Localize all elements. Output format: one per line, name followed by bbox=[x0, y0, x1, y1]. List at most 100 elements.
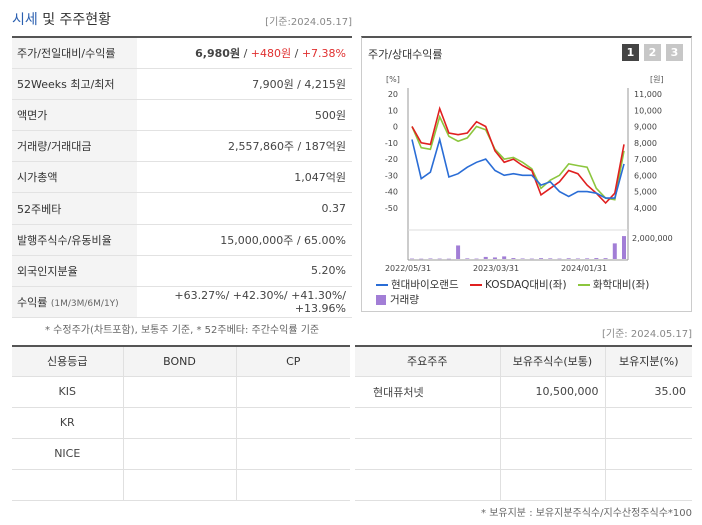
row-label: 발행주식수/유동비율 bbox=[12, 224, 137, 256]
volume-bar bbox=[511, 258, 516, 259]
volume-bar bbox=[437, 258, 442, 260]
chart-tab-1[interactable]: 1 bbox=[622, 44, 639, 61]
column-header: CP bbox=[235, 346, 350, 377]
price-change: +480원 bbox=[250, 46, 292, 60]
legend-label: 거래량 bbox=[390, 294, 419, 306]
table-cell bbox=[499, 406, 606, 439]
chart-tabs: 1 2 3 bbox=[622, 44, 683, 61]
volume-bar bbox=[529, 258, 534, 260]
volume-bar bbox=[465, 258, 470, 259]
left-axis-tick: -30 bbox=[385, 171, 398, 180]
chart-tab-2[interactable]: 2 bbox=[644, 44, 661, 61]
row-value: 15,000,000주 / 65.00% bbox=[137, 224, 352, 256]
legend-chem: 화학대비(좌) bbox=[577, 278, 649, 293]
price-table: 주가/전일대비/수익률 6,980원 / +480원 / +7.38% 52We… bbox=[12, 36, 352, 319]
column-header: 신용등급 bbox=[12, 346, 124, 377]
return-values: +63.27%/ +42.30%/ +41.30%/ +13.96% bbox=[137, 286, 352, 319]
table-cell bbox=[604, 437, 692, 470]
volume-bar bbox=[474, 258, 479, 260]
table-header-row: 주요주주 보유주식수(보통) 보유지분(%) bbox=[355, 346, 692, 377]
table-cell bbox=[355, 406, 501, 439]
left-axis-tick: -50 bbox=[385, 204, 398, 213]
column-header: 보유주식수(보통) bbox=[499, 346, 606, 377]
section-header: 시세 및 주주현황 [기준:2024.05.17] bbox=[12, 6, 352, 32]
volume-bar bbox=[419, 258, 424, 260]
volume-bar bbox=[585, 258, 590, 259]
volume-bar bbox=[612, 243, 617, 259]
current-price: 6,980원 bbox=[195, 46, 241, 60]
table-cell bbox=[122, 375, 237, 408]
volume-axis-tick: 2,000,000 bbox=[632, 234, 673, 243]
volume-bar bbox=[446, 258, 451, 260]
legend-label: KOSDAQ대비(좌) bbox=[484, 279, 567, 291]
row-label-small: (1M/3M/6M/1Y) bbox=[50, 299, 119, 310]
right-axis-tick: 8,000 bbox=[634, 139, 657, 148]
table-cell bbox=[122, 437, 237, 470]
section-title: 시세 및 주주현황 bbox=[12, 9, 111, 29]
table-cell: KR bbox=[12, 406, 124, 439]
price-row: 거래량/거래대금 2,557,860주 / 187억원 bbox=[12, 130, 352, 163]
section-title-main: 시세 bbox=[12, 12, 38, 28]
table-cell bbox=[355, 437, 501, 470]
volume-bar bbox=[622, 236, 626, 259]
table-cell: NICE bbox=[12, 437, 124, 470]
volume-bar bbox=[539, 258, 544, 259]
table-cell: 10,500,000 bbox=[499, 375, 606, 408]
price-row: 수익률 (1M/3M/6M/1Y) +63.27%/ +42.30%/ +41.… bbox=[12, 286, 352, 319]
volume-bar bbox=[410, 258, 414, 260]
row-value: 500원 bbox=[137, 99, 352, 132]
table-cell bbox=[235, 437, 350, 470]
volume-bar bbox=[575, 258, 580, 259]
table-cell bbox=[604, 406, 692, 439]
chart-tab-3[interactable]: 3 bbox=[666, 44, 683, 61]
right-axis-tick: 5,000 bbox=[634, 188, 657, 197]
table-row bbox=[355, 437, 692, 470]
volume-bar bbox=[483, 256, 488, 259]
column-header: BOND bbox=[122, 346, 237, 377]
row-label: 수익률 (1M/3M/6M/1Y) bbox=[12, 286, 137, 319]
volume-bar bbox=[548, 258, 553, 259]
row-label: 52Weeks 최고/최저 bbox=[12, 68, 137, 100]
sep: / bbox=[240, 46, 251, 60]
table-cell bbox=[122, 406, 237, 439]
x-axis-tick: 2022/05/31 bbox=[385, 264, 431, 273]
legend-swatch bbox=[376, 284, 388, 286]
table-cell bbox=[122, 468, 237, 501]
price-value: 6,980원 / +480원 / +7.38% bbox=[137, 37, 352, 69]
left-axis-tick: -20 bbox=[385, 155, 398, 164]
right-axis-tick: 11,000 bbox=[634, 90, 662, 99]
volume-bar bbox=[594, 258, 599, 259]
table-cell bbox=[355, 468, 501, 501]
table-row: KR bbox=[12, 406, 350, 439]
asof-date: [기준:2024.05.17] bbox=[265, 17, 352, 28]
right-axis-tick: 6,000 bbox=[634, 171, 657, 180]
sep: / bbox=[291, 46, 302, 60]
left-axis-tick: 20 bbox=[388, 90, 398, 99]
legend-swatch bbox=[469, 284, 482, 286]
holder-note: * 보유지분 : 보유지분주식수/지수산정주식수*100 bbox=[481, 508, 692, 519]
legend-volume: 거래량 bbox=[376, 293, 419, 308]
row-label: 시가총액 bbox=[12, 161, 137, 194]
table-row: NICE bbox=[12, 437, 350, 470]
legend-label: 현대바이오랜드 bbox=[391, 279, 459, 291]
price-row: 액면가 500원 bbox=[12, 99, 352, 132]
table-row: 현대퓨처넷 10,500,000 35.00 bbox=[355, 375, 692, 408]
price-row: 주가/전일대비/수익률 6,980원 / +480원 / +7.38% bbox=[12, 37, 352, 69]
major-shareholder-table: 주요주주 보유주식수(보통) 보유지분(%) 현대퓨처넷 10,500,000 35… bbox=[355, 345, 692, 501]
right-axis-tick: 9,000 bbox=[634, 123, 657, 132]
table-row: KIS bbox=[12, 375, 350, 408]
volume-bar bbox=[603, 258, 608, 259]
row-label: 52주베타 bbox=[12, 192, 137, 225]
price-row: 발행주식수/유동비율 15,000,000주 / 65.00% bbox=[12, 224, 352, 256]
column-header: 보유지분(%) bbox=[604, 346, 692, 377]
table-cell: 35.00 bbox=[604, 375, 692, 408]
left-axis-tick: -40 bbox=[385, 188, 398, 197]
volume-bar bbox=[557, 258, 562, 260]
table-cell bbox=[12, 468, 124, 501]
right-axis-tick: 10,000 bbox=[634, 106, 662, 115]
right-axis-tick: 7,000 bbox=[634, 155, 657, 164]
table-cell bbox=[499, 437, 606, 470]
row-label: 주가/전일대비/수익률 bbox=[12, 37, 137, 69]
table-header-row: 신용등급 BOND CP bbox=[12, 346, 350, 377]
row-value: 5.20% bbox=[137, 255, 352, 288]
